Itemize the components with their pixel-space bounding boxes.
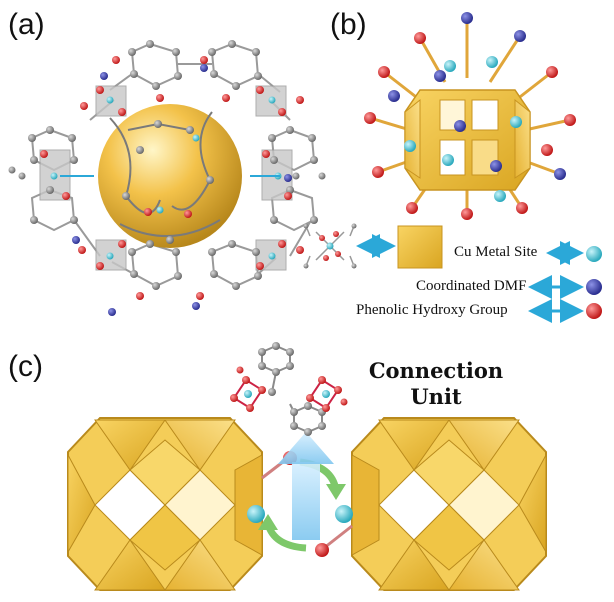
legend bbox=[303, 223, 602, 323]
dmf-ball bbox=[586, 279, 602, 295]
right-cage bbox=[351, 417, 547, 591]
cu-left bbox=[247, 505, 265, 523]
cu-right bbox=[335, 505, 353, 523]
panel-a-framework bbox=[8, 40, 326, 316]
panel-b-cage bbox=[364, 12, 576, 220]
cluster-icon bbox=[303, 223, 357, 269]
atom-field-a bbox=[8, 40, 326, 316]
pore-sphere bbox=[98, 104, 242, 248]
hydroxy-ball bbox=[586, 303, 602, 319]
legend-coordinated-dmf: Coordinated DMF bbox=[416, 278, 527, 294]
panel-label-c: (c) bbox=[8, 350, 43, 383]
connection-unit-line2: Unit bbox=[410, 384, 462, 409]
legend-cu-metal-site: Cu Metal Site bbox=[454, 244, 538, 260]
cage-face-swatch bbox=[397, 225, 443, 269]
panel-c bbox=[67, 342, 547, 591]
panel-label-a: (a) bbox=[8, 8, 45, 41]
left-cage bbox=[67, 417, 263, 591]
connection-unit-line1: Connection bbox=[368, 358, 504, 383]
cu-metal-ball bbox=[586, 246, 602, 262]
connection-unit-molecule bbox=[230, 342, 348, 436]
panel-label-b: (b) bbox=[330, 8, 367, 41]
hydroxy-bottom bbox=[315, 543, 329, 557]
legend-phenolic-hydroxy: Phenolic Hydroxy Group bbox=[356, 302, 508, 318]
up-arrow bbox=[278, 432, 334, 540]
connection-unit-title: Connection Unit bbox=[366, 358, 506, 410]
